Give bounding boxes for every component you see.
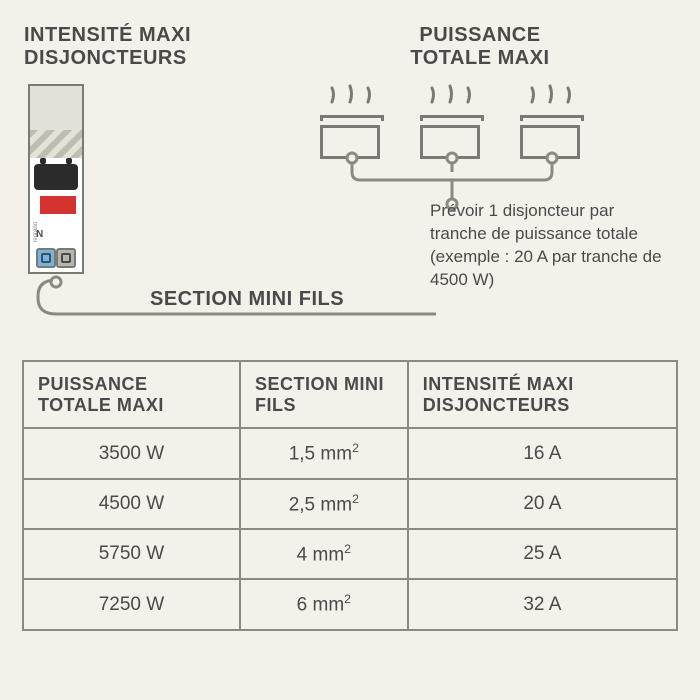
heater-icon (420, 84, 484, 159)
table-row: 5750 W4 mm225 A (23, 529, 677, 579)
table-cell: 3500 W (23, 428, 240, 478)
heading-section: SECTION MINI FILS (150, 288, 344, 311)
table-row: 7250 W6 mm232 A (23, 579, 677, 629)
table-header: INTENSITÉ MAXI DISJONCTEURS (408, 361, 677, 428)
table-cell: 6 mm2 (240, 579, 408, 629)
table-cell: 2,5 mm2 (240, 479, 408, 529)
heading-power: PUISSANCETOTALE MAXI (350, 24, 610, 70)
table-cell: 16 A (408, 428, 677, 478)
table-cell: 25 A (408, 529, 677, 579)
table-cell: 32 A (408, 579, 677, 629)
table-header: PUISSANCE TOTALE MAXI (23, 361, 240, 428)
table-cell: 20 A (408, 479, 677, 529)
heading-breaker: INTENSITÉ MAXIDISJONCTEURS (24, 24, 191, 70)
table-row: 3500 W1,5 mm216 A (23, 428, 677, 478)
breaker-terminal-left (36, 248, 56, 268)
table-cell: 4500 W (23, 479, 240, 529)
breaker-terminal-right (56, 248, 76, 268)
heater-icon (320, 84, 384, 159)
table-cell: 4 mm2 (240, 529, 408, 579)
table-header: SECTION MINI FILS (240, 361, 408, 428)
circuit-breaker-icon: legrand N (28, 84, 84, 274)
sizing-table: PUISSANCE TOTALE MAXI SECTION MINI FILS … (22, 360, 678, 631)
table-cell: 7250 W (23, 579, 240, 629)
table-row: 4500 W2,5 mm220 A (23, 479, 677, 529)
table-cell: 5750 W (23, 529, 240, 579)
heater-icon (520, 84, 584, 159)
note-text: Prévoir 1 disjoncteur par tranche de pui… (430, 200, 674, 292)
breaker-neutral-label: N (36, 229, 43, 240)
table-cell: 1,5 mm2 (240, 428, 408, 478)
